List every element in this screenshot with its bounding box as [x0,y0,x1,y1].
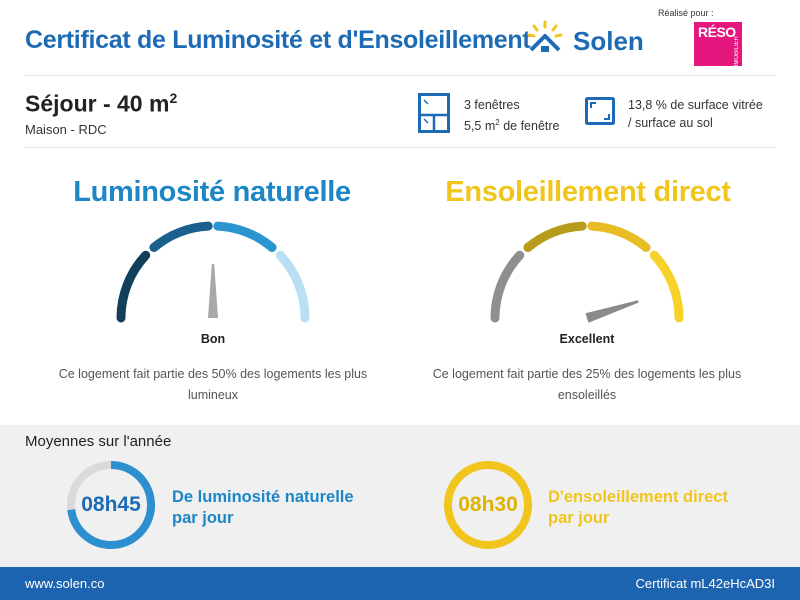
luminosity-average-text: De luminosité naturelle par jour [172,487,354,529]
window-icon [418,93,450,133]
luminosity-gauge-needle [208,264,218,318]
luminosity-gauge-segment-1 [116,250,151,323]
surface-info: 13,8 % de surface vitrée / surface au so… [628,96,763,132]
divider [25,147,775,148]
partner-logo: RÉSO IMMOBILIER [694,22,742,71]
sunshine-rating: Excellent [559,332,615,346]
window-info: 3 fenêtres 5,5 m2 de fenêtre [464,96,559,135]
sunshine-title: Ensoleillement direct [445,176,731,208]
partner-sub: IMMOBILIER [734,36,740,72]
luminosity-ring-progress [67,461,155,549]
sunshine-gauge-segment-1 [490,250,525,323]
luminosity-hours: 08h45 [81,493,141,516]
luminosity-gauge-segment-4 [275,250,310,323]
sunshine-gauge-needle [585,300,639,323]
glazed-surface-icon [585,97,615,125]
luminosity-average-line-2: par jour [172,509,234,527]
window-count: 3 fenêtres [464,98,520,112]
sunshine-gauge [490,221,684,323]
sunshine-gauge-segment-4 [649,250,684,323]
window-area: 5,5 m2 de fenêtre [464,118,560,134]
surface-line-2: / surface au sol [628,116,713,130]
averages-title: Moyennes sur l'année [25,433,172,450]
sunshine-average-line-2: par jour [548,509,610,527]
luminosity-gauge [116,221,310,323]
sunshine-ring-progress [444,461,532,549]
luminosity-average-line-1: De luminosité naturelle [172,488,354,506]
sunshine-gauge-segment-2 [523,221,587,252]
partner-name: RÉSO [698,24,736,40]
sunshine-average-line-1: D'ensoleillement direct [548,488,728,506]
website-link[interactable]: www.solen.co [25,576,105,591]
certificate-id: Certificat mL42eHcAD3I [635,576,775,591]
sunshine-gauge-segment-3 [587,221,651,252]
sunshine-ring: 08h30 [443,460,533,550]
sunshine-hours: 08h30 [458,493,518,516]
room-title: Séjour - 40 m2 [25,90,177,118]
surface-line-1: 13,8 % de surface vitrée [628,98,763,112]
room-subtitle: Maison - RDC [25,122,107,137]
page-title: Certificat de Luminosité et d'Ensoleille… [25,26,531,54]
luminosity-description: Ce logement fait partie des 50% des loge… [58,367,368,402]
solen-logo: Solen [527,20,667,60]
averages-panel: Moyennes sur l'année 08h45 De luminosité… [0,425,800,567]
footer: www.solen.co Certificat mL42eHcAD3I [0,567,800,600]
room-exponent: 2 [169,90,178,106]
luminosity-gauge-segment-3 [213,221,277,252]
room-name: Séjour - 40 m [25,90,170,117]
sunshine-average-text: D'ensoleillement direct par jour [548,487,728,529]
luminosity-ring: 08h45 [66,460,156,550]
luminosity-gauge-segment-2 [149,221,213,252]
sun-house-icon [527,20,563,52]
luminosity-rating: Bon [200,332,226,346]
luminosity-title: Luminosité naturelle [73,176,351,208]
sunshine-description: Ce logement fait partie des 25% des loge… [432,367,742,402]
solen-brand: Solen [573,26,644,56]
divider [25,75,775,76]
realise-pour-label: Réalisé pour : [658,8,714,18]
